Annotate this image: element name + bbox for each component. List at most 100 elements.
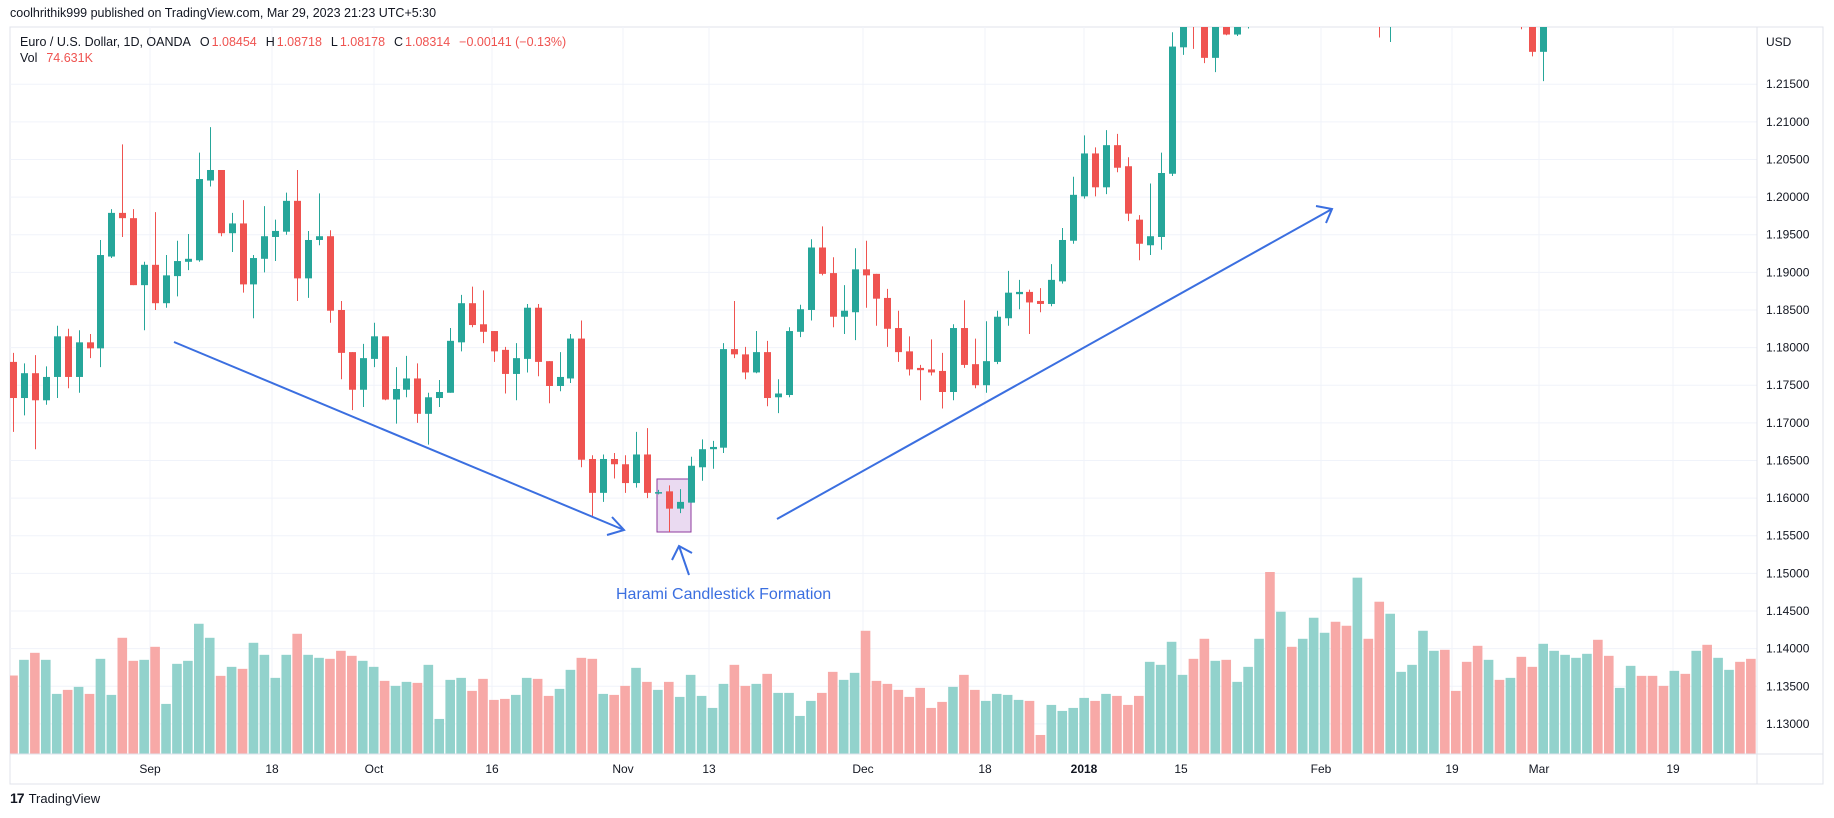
candle-body: [994, 316, 1001, 362]
candle-body: [141, 264, 148, 286]
candle: [906, 336, 913, 376]
candle: [65, 328, 72, 389]
volume-bar: [1232, 681, 1242, 754]
candle: [250, 255, 257, 319]
time-tick-label: 16: [485, 762, 499, 776]
candle: [1617, 0, 1624, 9]
volume-bar: [390, 685, 401, 754]
candle-body: [108, 212, 115, 257]
volume-bar: [1308, 617, 1319, 754]
candle-body: [76, 342, 83, 377]
candle-body: [1169, 46, 1176, 174]
volume-bar: [849, 672, 860, 754]
candle: [1540, 27, 1547, 82]
candle-body: [939, 370, 946, 393]
candle: [371, 322, 378, 368]
volume-bar: [368, 666, 379, 754]
volume-bar: [1188, 658, 1199, 754]
candle-body: [589, 458, 596, 493]
candle: [1212, 27, 1219, 73]
candle: [382, 336, 389, 401]
volume-bar: [314, 657, 324, 754]
time-tick-label: 15: [1174, 762, 1188, 776]
candle-body: [1136, 219, 1143, 244]
volume-bar: [1287, 646, 1297, 754]
candle: [611, 452, 618, 479]
candle: [699, 439, 706, 481]
candles: [10, 0, 1667, 532]
candle-body: [557, 376, 564, 386]
candle: [1267, 0, 1274, 1]
candle: [480, 290, 487, 344]
candle-body: [1551, 0, 1558, 1]
time-tick-label: 18: [978, 762, 992, 776]
candle: [469, 286, 476, 328]
price-tick-label: 1.15500: [1766, 529, 1810, 543]
volume-bar: [1144, 661, 1155, 754]
time-tick-label: Nov: [612, 762, 633, 776]
volume-bar: [1133, 695, 1144, 754]
volume-bar: [445, 679, 455, 754]
candle-body: [567, 338, 574, 379]
candle: [863, 240, 870, 308]
candle: [797, 304, 804, 338]
volume-bar: [1582, 653, 1592, 754]
candle-body: [316, 236, 323, 240]
volume-bar: [270, 677, 281, 754]
candle: [458, 294, 465, 352]
close-label: C: [393, 35, 404, 49]
candle: [1103, 130, 1110, 195]
candle-body: [1234, 27, 1241, 35]
candle-body: [830, 273, 837, 317]
candle-body: [775, 393, 782, 398]
candle-body: [1005, 292, 1012, 319]
candle-body: [1245, 0, 1252, 5]
candle-body: [699, 449, 706, 468]
candle: [54, 325, 61, 399]
volume-bar: [543, 695, 554, 754]
uptrend-arrow[interactable]: [776, 205, 1334, 520]
volume-bar: [237, 668, 248, 754]
candle: [895, 310, 902, 362]
time-tick-label: Feb: [1311, 762, 1332, 776]
candle-body: [720, 349, 727, 448]
candle: [294, 169, 301, 301]
tradingview-logo[interactable]: 17 TradingView: [10, 790, 100, 806]
volume-bar: [1418, 630, 1428, 754]
candle-body: [1158, 173, 1165, 237]
time-axis[interactable]: Sep 18 Oct 16 Nov 13 Dec 18 2018 15 Feb 19 Mar 19: [139, 762, 1680, 776]
candle-body: [863, 269, 870, 276]
candle: [567, 334, 574, 383]
price-tick-label: 1.19000: [1766, 265, 1810, 279]
candle-body: [425, 397, 432, 414]
volume-bar: [893, 689, 904, 754]
candle: [283, 192, 290, 235]
volume-bar: [784, 692, 794, 754]
candle: [1193, 27, 1194, 49]
volume-bar: [1461, 661, 1472, 754]
candle-body: [688, 465, 695, 503]
candle: [917, 364, 924, 401]
candle: [655, 489, 662, 495]
price-axis[interactable]: 1.21500 1.21000 1.20500 1.20000 1.19500 1.190…: [1766, 77, 1810, 731]
harami-highlight-box[interactable]: [656, 478, 692, 533]
volume-bar: [128, 660, 139, 754]
candle-body: [371, 336, 378, 359]
volume-bar: [1112, 695, 1122, 754]
downtrend-arrow[interactable]: [173, 341, 626, 536]
candle: [21, 363, 28, 416]
price-tick-label: 1.16500: [1766, 453, 1810, 467]
harami-annotation-label[interactable]: Harami Candlestick Formation: [616, 586, 832, 603]
candle: [502, 346, 509, 394]
candle-body: [491, 331, 498, 352]
harami-pointer-arrow[interactable]: [671, 544, 693, 576]
volume-bar: [1396, 671, 1406, 754]
candle: [1606, 0, 1613, 9]
candle-body: [644, 454, 651, 493]
candle-body: [349, 352, 356, 390]
volume-bar: [1210, 660, 1221, 754]
candle: [1660, 0, 1667, 9]
volume-bar: [827, 671, 838, 754]
volume-bar: [609, 694, 619, 754]
